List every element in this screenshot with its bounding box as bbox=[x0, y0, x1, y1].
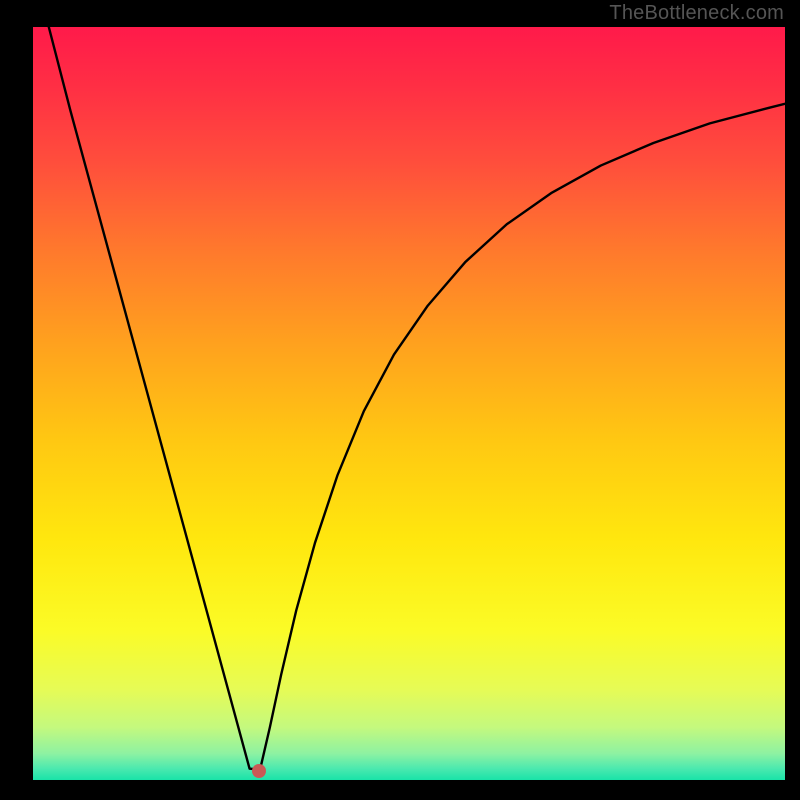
bottleneck-curve bbox=[33, 27, 785, 780]
optimal-point-marker bbox=[252, 764, 266, 778]
watermark-text: TheBottleneck.com bbox=[609, 2, 784, 25]
frame-background: TheBottleneck.com bbox=[0, 0, 800, 800]
bottleneck-curve-path bbox=[49, 27, 785, 769]
plot-area bbox=[33, 27, 785, 780]
